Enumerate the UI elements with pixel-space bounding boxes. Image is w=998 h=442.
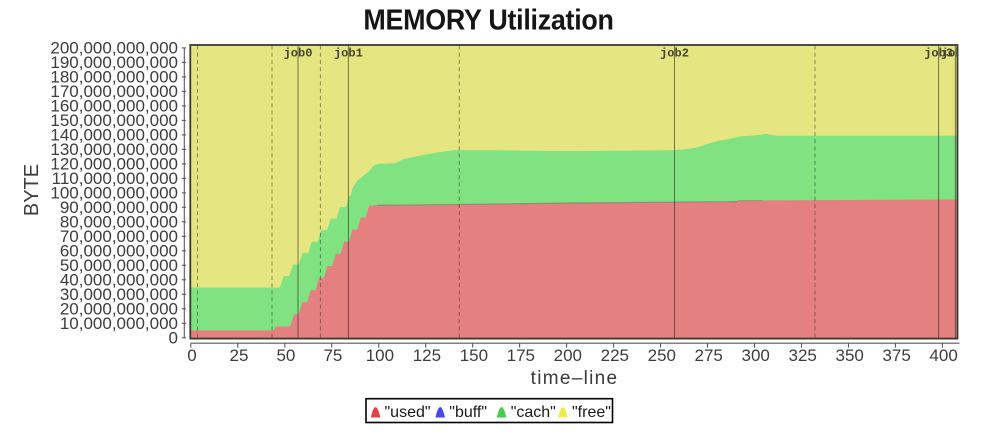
svg-text:MEMORY Utilization: MEMORY Utilization bbox=[363, 3, 613, 35]
svg-text:110,000,000,000: 110,000,000,000 bbox=[52, 169, 178, 188]
svg-text:300: 300 bbox=[742, 346, 770, 365]
svg-text:180,000,000,000: 180,000,000,000 bbox=[50, 68, 178, 87]
svg-text:job4: job4 bbox=[941, 47, 970, 61]
svg-text:"used": "used" bbox=[385, 404, 431, 421]
svg-text:325: 325 bbox=[789, 346, 817, 365]
svg-text:20,000,000,000: 20,000,000,000 bbox=[60, 300, 178, 319]
svg-text:75: 75 bbox=[323, 346, 342, 365]
svg-text:30,000,000,000: 30,000,000,000 bbox=[60, 285, 178, 304]
svg-text:160,000,000,000: 160,000,000,000 bbox=[50, 97, 178, 116]
svg-text:time–line: time–line bbox=[531, 368, 619, 389]
svg-text:50: 50 bbox=[276, 346, 295, 365]
svg-text:"buff": "buff" bbox=[449, 404, 487, 421]
svg-text:100,000,000,000: 100,000,000,000 bbox=[50, 184, 178, 203]
svg-text:250: 250 bbox=[648, 346, 676, 365]
svg-text:job3: job3 bbox=[924, 47, 953, 61]
svg-text:130,000,000,000: 130,000,000,000 bbox=[50, 140, 178, 159]
svg-text:225: 225 bbox=[601, 346, 629, 365]
svg-text:190,000,000,000: 190,000,000,000 bbox=[50, 53, 178, 72]
svg-text:125: 125 bbox=[413, 346, 441, 365]
svg-text:90,000,000,000: 90,000,000,000 bbox=[60, 198, 178, 217]
svg-text:120,000,000,000: 120,000,000,000 bbox=[50, 155, 178, 174]
svg-text:40,000,000,000: 40,000,000,000 bbox=[60, 271, 178, 290]
svg-text:70,000,000,000: 70,000,000,000 bbox=[60, 227, 178, 246]
svg-text:25: 25 bbox=[230, 346, 249, 365]
svg-text:200: 200 bbox=[554, 346, 582, 365]
svg-text:0: 0 bbox=[169, 329, 178, 348]
svg-text:200,000,000,000: 200,000,000,000 bbox=[50, 39, 178, 58]
svg-text:150: 150 bbox=[460, 346, 488, 365]
svg-text:275: 275 bbox=[695, 346, 723, 365]
svg-text:175: 175 bbox=[507, 346, 535, 365]
svg-text:10,000,000,000: 10,000,000,000 bbox=[60, 314, 178, 333]
svg-text:170,000,000,000: 170,000,000,000 bbox=[50, 82, 178, 101]
svg-text:job0: job0 bbox=[284, 47, 313, 61]
svg-text:350: 350 bbox=[836, 346, 864, 365]
svg-text:"free": "free" bbox=[572, 404, 611, 421]
svg-text:BYTE: BYTE bbox=[21, 164, 43, 216]
svg-text:60,000,000,000: 60,000,000,000 bbox=[60, 242, 178, 261]
svg-text:job2: job2 bbox=[660, 47, 689, 61]
svg-text:375: 375 bbox=[882, 346, 910, 365]
svg-text:0: 0 bbox=[187, 346, 196, 365]
svg-text:100: 100 bbox=[366, 346, 394, 365]
svg-text:80,000,000,000: 80,000,000,000 bbox=[60, 213, 178, 232]
svg-text:job1: job1 bbox=[334, 47, 363, 61]
svg-text:400: 400 bbox=[929, 346, 957, 365]
svg-text:"cach": "cach" bbox=[511, 404, 556, 421]
svg-text:150,000,000,000: 150,000,000,000 bbox=[50, 111, 178, 130]
svg-text:50,000,000,000: 50,000,000,000 bbox=[60, 256, 178, 275]
svg-text:140,000,000,000: 140,000,000,000 bbox=[50, 126, 178, 145]
